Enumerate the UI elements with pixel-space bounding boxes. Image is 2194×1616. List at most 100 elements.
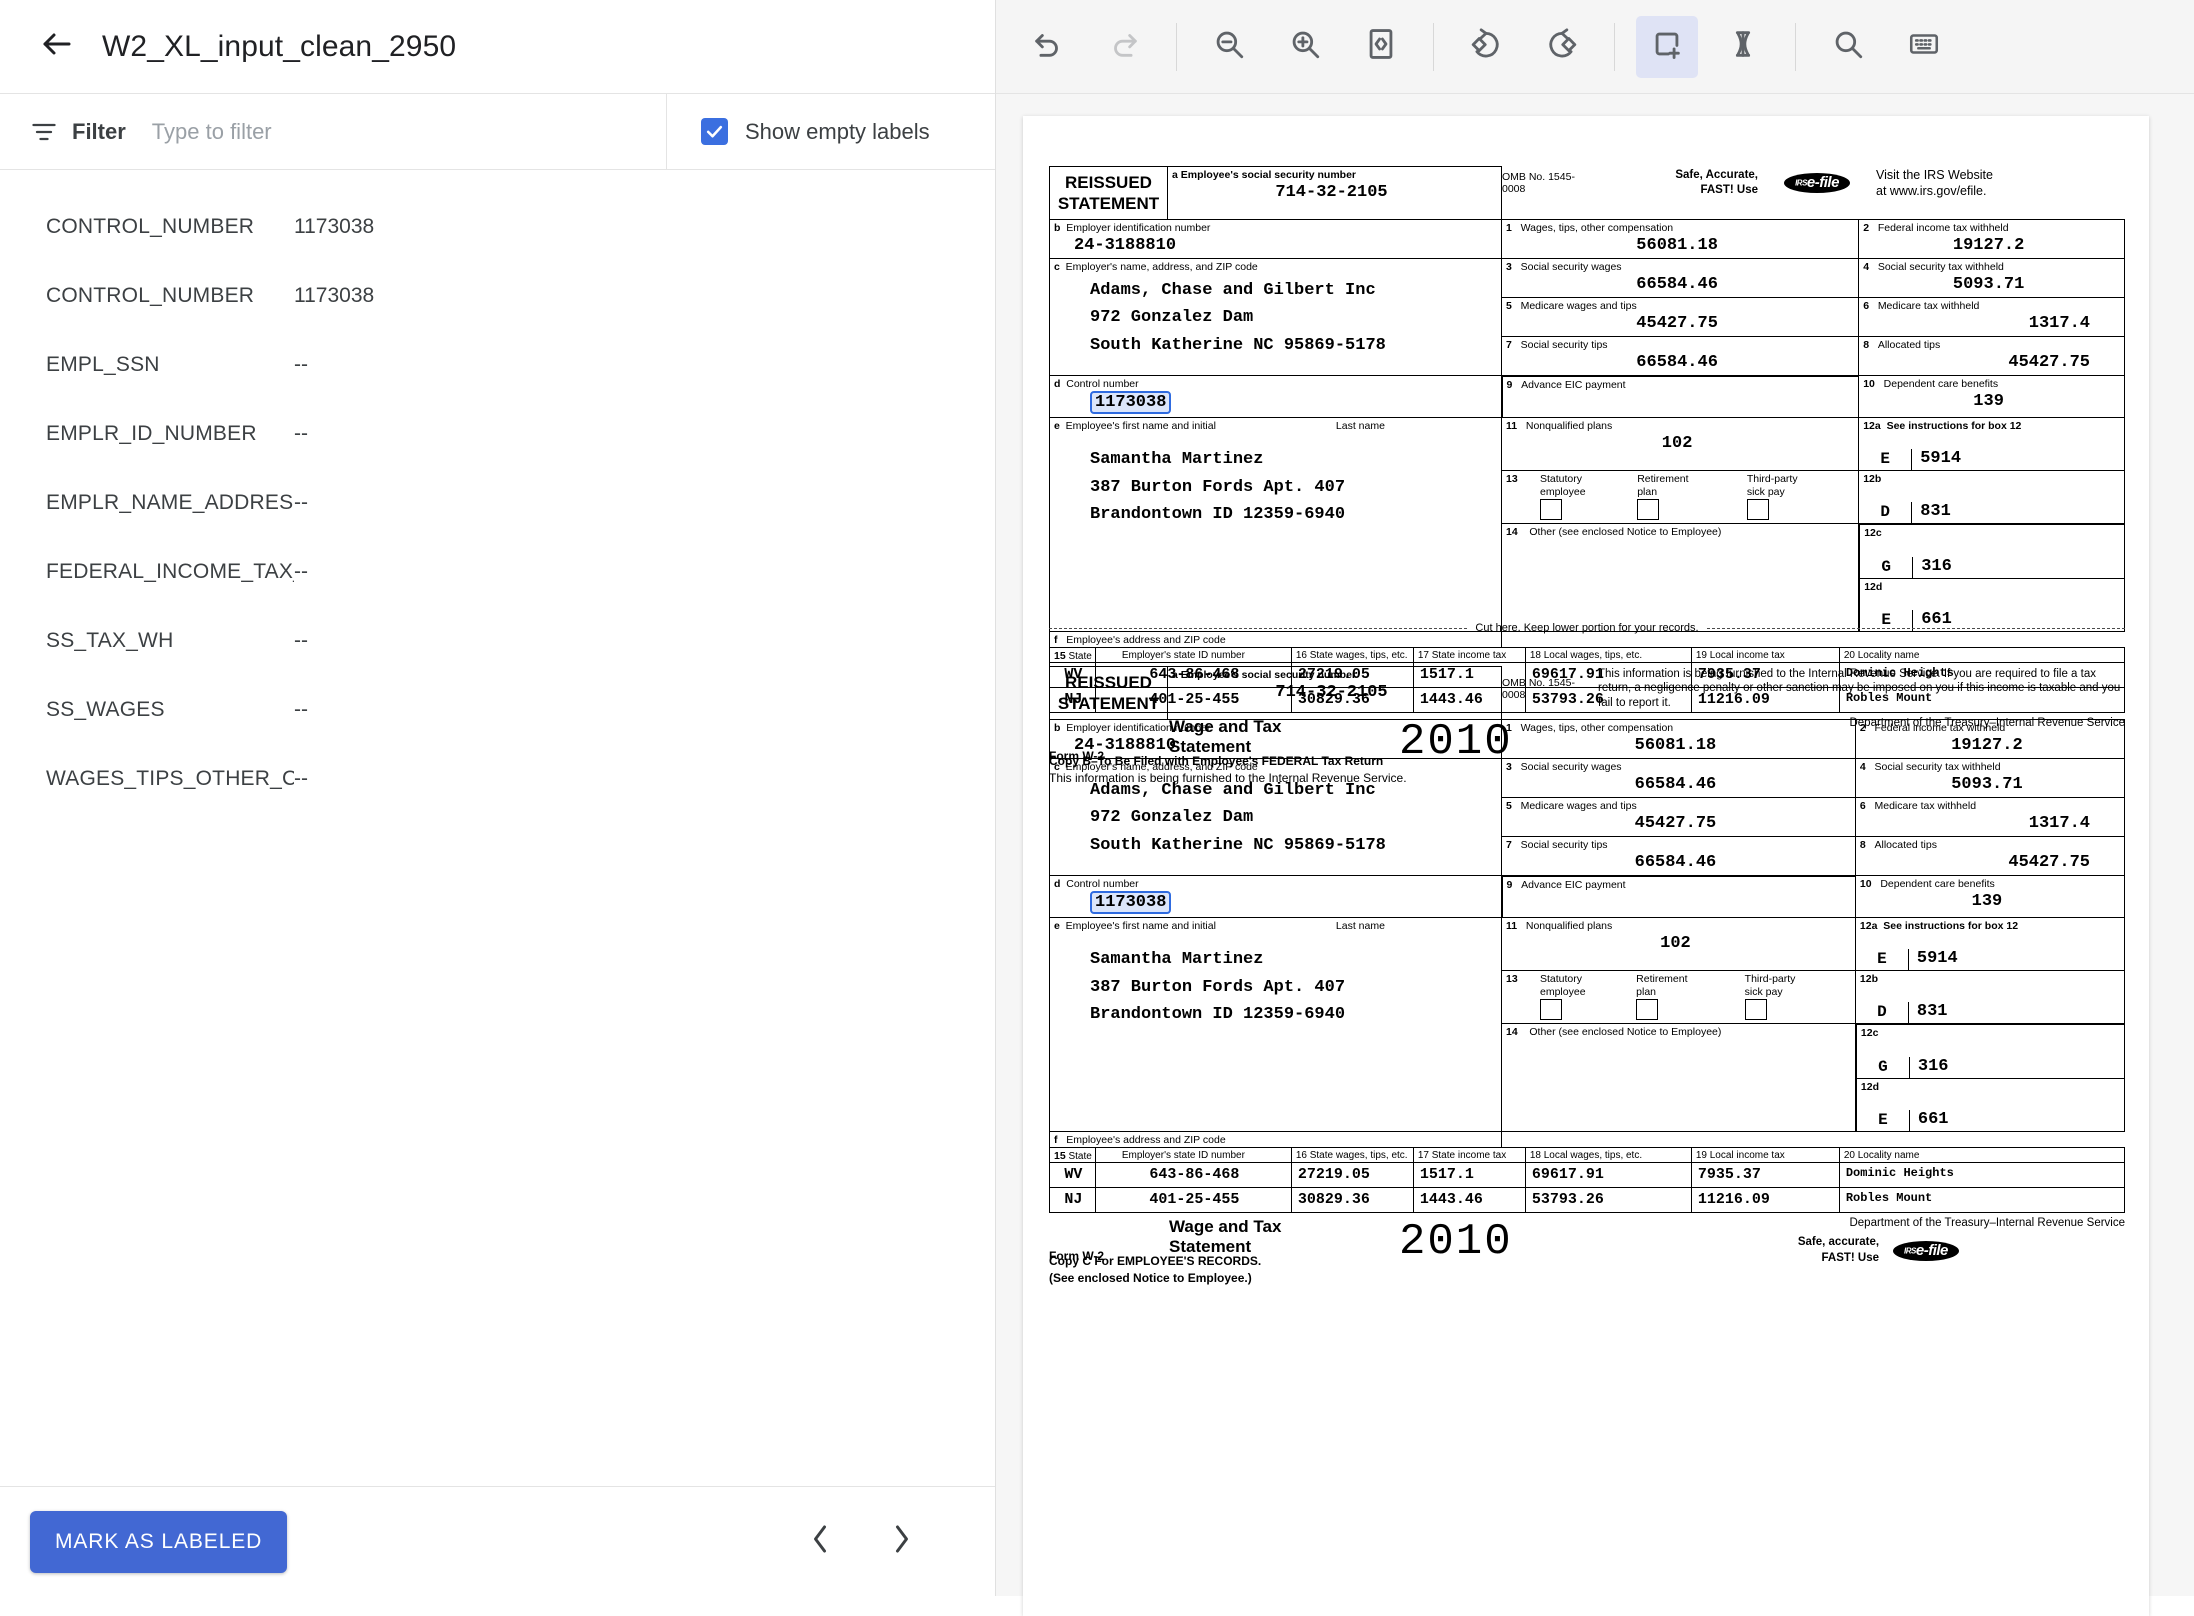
box11-nonqualified[interactable]: 11 Nonqualified plans 102 bbox=[1500, 417, 1860, 472]
box-f-employee-address[interactable]: f Employee's address and ZIP code bbox=[1049, 1131, 1502, 1149]
box-d-control-number[interactable]: d Control number 1173038 bbox=[1049, 875, 1502, 919]
box5-medicare-wages[interactable]: 5 Medicare wages and tips 45427.75 bbox=[1500, 296, 1860, 337]
w2-form-copy-c[interactable]: REISSUED STATEMENT a Employee's social sec… bbox=[1049, 666, 2126, 1288]
box8-allocated-tips[interactable]: 8 Allocated tips 45427.75 bbox=[1858, 335, 2125, 377]
control-number-highlight[interactable]: 1173038 bbox=[1090, 891, 1172, 915]
prev-page-button[interactable] bbox=[797, 1519, 843, 1565]
box3-ss-wages[interactable]: 3 Social security wages 66584.46 bbox=[1500, 257, 1860, 298]
box12c[interactable]: 12c G 316 bbox=[1855, 1024, 2125, 1079]
box1-wages[interactable]: 1 Wages, tips, other compensation 56081.1… bbox=[1501, 718, 1856, 759]
show-empty-labels-row[interactable]: Show empty labels bbox=[667, 94, 995, 169]
box19-local-tax: 11216.09 bbox=[1697, 691, 1770, 709]
box12b[interactable]: 12b D 831 bbox=[1854, 970, 2126, 1025]
box8-allocated-tips[interactable]: 8 Allocated tips 45427.75 bbox=[1854, 835, 2126, 877]
select-text-button[interactable] bbox=[1712, 16, 1774, 78]
box4-ss-tax[interactable]: 4 Social security tax withheld 5093.71 bbox=[1854, 757, 2126, 798]
label-row[interactable]: CONTROL_NUMBER 1173038 bbox=[0, 192, 995, 261]
box-b-value: 24-3188810 bbox=[1074, 235, 1177, 255]
box-b-ein[interactable]: b Employer identification number 24-31888… bbox=[1049, 718, 1502, 759]
filter-input[interactable] bbox=[151, 118, 482, 145]
box12d[interactable]: 12d E 661 bbox=[1855, 1077, 2125, 1132]
box2-federal-tax[interactable]: 2 Federal income tax withheld 19127.2 bbox=[1854, 718, 2126, 759]
box18-local-wages: 53793.26 bbox=[1531, 691, 1604, 709]
label-row[interactable]: EMPLR_ID_NUMBER -- bbox=[0, 399, 995, 468]
fit-width-button[interactable] bbox=[1350, 16, 1412, 78]
box14-other[interactable]: 14 Other (see enclosed Notice to Employe… bbox=[1500, 523, 1860, 633]
label-row[interactable]: EMPL_SSN -- bbox=[0, 330, 995, 399]
box10-dependent-care[interactable]: 10 Dependent care benefits 139 bbox=[1854, 875, 2126, 919]
box13-third-party-sick-pay-checkbox[interactable] bbox=[1744, 998, 1767, 1020]
box10-dependent-care[interactable]: 10 Dependent care benefits 139 bbox=[1858, 375, 2125, 419]
box13-checkboxes[interactable]: 13 Statutory employee Retirement plan Third-p… bbox=[1501, 970, 1856, 1025]
undo-icon bbox=[1031, 27, 1065, 66]
label-row[interactable]: SS_WAGES -- bbox=[0, 675, 995, 744]
box-e-employee[interactable]: e Employee's first name and initial Last … bbox=[1049, 917, 1502, 1133]
zoom-in-button[interactable] bbox=[1274, 16, 1336, 78]
box1-wages[interactable]: 1 Wages, tips, other compensation 56081.1… bbox=[1500, 218, 1860, 259]
box12-code: D bbox=[1877, 1003, 1887, 1022]
label-key: CONTROL_NUMBER bbox=[46, 214, 255, 238]
back-button[interactable] bbox=[30, 20, 84, 74]
box18-local-wages: 69617.91 bbox=[1531, 666, 1604, 684]
box2-federal-tax[interactable]: 2 Federal income tax withheld 19127.2 bbox=[1858, 218, 2125, 259]
box-c-employer[interactable]: c Employer's name, address, and ZIP code… bbox=[1049, 257, 1502, 377]
zoom-out-button[interactable] bbox=[1198, 16, 1260, 78]
box2-federal-tax-value: 19127.2 bbox=[1952, 235, 2025, 255]
label-value: 1173038 bbox=[294, 214, 375, 238]
omb-number: OMB No. 1545-0008 bbox=[1502, 171, 1575, 196]
label-row[interactable]: EMPLR_NAME_ADDRESS -- bbox=[0, 468, 995, 537]
box12b[interactable]: 12b D 831 bbox=[1858, 470, 2125, 525]
document-page[interactable]: REISSUED STATEMENT a Employee's social sec… bbox=[1023, 116, 2149, 1616]
search-button[interactable] bbox=[1817, 16, 1879, 78]
box-c-lines: Adams, Chase and Gilbert Inc 972 Gonzalez… bbox=[1090, 780, 1386, 855]
box12a[interactable]: 12a See instructions for box 12 E 5914 bbox=[1854, 917, 2126, 972]
next-page-button[interactable] bbox=[879, 1519, 925, 1565]
page-scroll-area[interactable]: REISSUED STATEMENT a Employee's social sec… bbox=[996, 94, 2194, 1616]
box-b-ein[interactable]: b Employer identification number 24-31888… bbox=[1049, 218, 1502, 259]
box-a-ssn[interactable]: a Employee's social security number 714-3… bbox=[1167, 166, 1502, 220]
mark-as-labeled-button[interactable]: MARK AS LABELED bbox=[30, 1510, 288, 1573]
box13-retirement-plan-checkbox[interactable] bbox=[1637, 498, 1660, 520]
box-c-lines: Adams, Chase and Gilbert Inc 972 Gonzalez… bbox=[1090, 280, 1386, 355]
box-c-employer[interactable]: c Employer's name, address, and ZIP code… bbox=[1049, 757, 1502, 877]
redo-button[interactable] bbox=[1093, 16, 1155, 78]
box3-ss-wages[interactable]: 3 Social security wages 66584.46 bbox=[1501, 757, 1856, 798]
w2-form-copy-b[interactable]: REISSUED STATEMENT a Employee's social sec… bbox=[1049, 166, 2126, 788]
box7-ss-tips[interactable]: 7 Social security tips 66584.46 bbox=[1500, 335, 1860, 377]
box13-retirement-plan-checkbox[interactable] bbox=[1636, 998, 1659, 1020]
box9-advance-eic[interactable]: 9 Advance EIC payment bbox=[1500, 874, 1856, 919]
rotate-left-button[interactable] bbox=[1455, 16, 1517, 78]
box13-third-party-sick-pay-checkbox[interactable] bbox=[1746, 498, 1769, 520]
box12d[interactable]: 12d E 661 bbox=[1859, 577, 2125, 632]
state-table-row[interactable]: NJ 401-25-455 30829.36 1443.46 53793.26 11216… bbox=[1049, 1187, 2126, 1214]
box9-advance-eic[interactable]: 9 Advance EIC payment bbox=[1500, 374, 1860, 419]
control-number-highlight[interactable]: 1173038 bbox=[1090, 391, 1172, 415]
label-row[interactable]: CONTROL_NUMBER 1173038 bbox=[0, 261, 995, 330]
box5-medicare-wages[interactable]: 5 Medicare wages and tips 45427.75 bbox=[1501, 796, 1856, 837]
box12a[interactable]: 12a See instructions for box 12 E 5914 bbox=[1858, 417, 2125, 472]
box7-ss-tips[interactable]: 7 Social security tips 66584.46 bbox=[1501, 835, 1856, 877]
box-d-control-number[interactable]: d Control number 1173038 bbox=[1049, 375, 1502, 419]
box13-statutory-employee-checkbox[interactable] bbox=[1540, 998, 1562, 1020]
box6-medicare-tax[interactable]: 6 Medicare tax withheld 1317.4 bbox=[1854, 796, 2126, 837]
label-row[interactable]: SS_TAX_WH -- bbox=[0, 606, 995, 675]
box4-ss-tax[interactable]: 4 Social security tax withheld 5093.71 bbox=[1858, 257, 2125, 298]
rotate-right-button[interactable] bbox=[1531, 16, 1593, 78]
undo-button[interactable] bbox=[1017, 16, 1079, 78]
state-table-row[interactable]: WV 643-86-468 27219.05 1517.1 69617.91 7935.3… bbox=[1049, 1162, 2126, 1189]
box13-checkboxes[interactable]: 13 Statutory employee Retirement plan Third-p… bbox=[1500, 470, 1860, 525]
box6-medicare-tax-value: 1317.4 bbox=[2028, 313, 2090, 333]
box-a-ssn[interactable]: a Employee's social security number 714-3… bbox=[1167, 666, 1502, 720]
box6-medicare-tax[interactable]: 6 Medicare tax withheld 1317.4 bbox=[1858, 296, 2125, 337]
box14-other[interactable]: 14 Other (see enclosed Notice to Employe… bbox=[1501, 1023, 1856, 1133]
box15-state-id: 643-86-468 bbox=[1149, 1166, 1240, 1184]
add-bounding-box-button[interactable] bbox=[1636, 15, 1698, 78]
box12c[interactable]: 12c G 316 bbox=[1859, 524, 2125, 579]
label-row[interactable]: FEDERAL_INCOME_TAX_...-- bbox=[0, 537, 995, 606]
keyboard-shortcuts-button[interactable] bbox=[1893, 16, 1955, 78]
label-row[interactable]: WAGES_TIPS_OTHER_CO...-- bbox=[0, 744, 995, 813]
box-e-employee[interactable]: e Employee's first name and initial Last … bbox=[1049, 417, 1502, 633]
box11-nonqualified[interactable]: 11 Nonqualified plans 102 bbox=[1501, 917, 1856, 972]
show-empty-labels-checkbox[interactable] bbox=[701, 118, 728, 145]
box13-statutory-employee-checkbox[interactable] bbox=[1540, 498, 1562, 520]
